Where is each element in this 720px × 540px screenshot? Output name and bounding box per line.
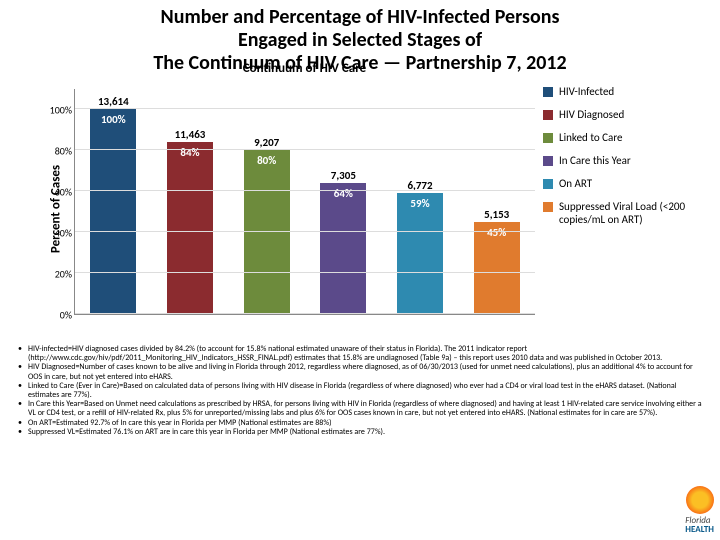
plot-area: 13,614100% 11,46384% 9,20780% 7,30564% 6,772… [74,89,535,315]
sun-icon [686,486,714,514]
bar: 13,614100% [90,109,136,314]
footnote-item: Suppressed VL=Estimated 76.1% on ART are… [18,428,702,437]
bar-slot: 11,46384% [152,89,229,314]
bar-value-label: 9,207 [254,136,279,149]
y-axis-tick: 0% [60,309,72,322]
bar-percent-label: 84% [167,142,213,159]
legend-swatch [543,87,553,97]
y-axis-tick: 80% [55,144,72,157]
gridline [75,149,535,150]
bar: 7,30564% [320,183,366,314]
bar-value-label: 7,305 [331,169,356,182]
gridline [75,231,535,232]
footnote-item: HIV Diagnosed=Number of cases known to b… [18,363,702,381]
legend-label: On ART [559,177,592,190]
y-axis-tick: 20% [55,267,72,280]
legend-item: In Care this Year [543,154,710,167]
bar-slot: 7,30564% [305,89,382,314]
gridline [75,190,535,191]
chart-container: Percent of Cases 0% 20% 40% 60% 80% 100% 13,6… [0,79,720,339]
bar-percent-label: 59% [397,193,443,210]
bar-value-label: 13,614 [98,95,129,108]
bar-slot: 9,20780% [228,89,305,314]
bar-value-label: 5,153 [484,208,509,221]
bar-slot: 5,15345% [458,89,535,314]
legend-item: On ART [543,177,710,190]
footnote-item: HIV-infected=HIV diagnosed cases divided… [18,345,702,363]
y-axis-ticks: 0% 20% 40% 60% 80% 100% [44,79,74,339]
bar-percent-label: 64% [320,183,366,200]
legend-item: HIV Diagnosed [543,108,710,121]
florida-health-logo: Florida HEALTH [685,486,714,534]
bar-percent-label: 80% [244,150,290,167]
legend-swatch [543,179,553,189]
legend-swatch [543,110,553,120]
legend-item: Linked to Care [543,131,710,144]
legend-label: Suppressed Viral Load (<200 copies/mL on… [559,200,710,226]
bar-value-label: 11,463 [175,128,206,141]
legend-swatch [543,133,553,143]
bar-slot: 6,77259% [382,89,459,314]
y-axis-label-wrap: Percent of Cases [30,79,44,339]
bar-slot: 13,614100% [75,89,152,314]
y-axis-tick: 60% [55,185,72,198]
legend-label: In Care this Year [559,154,631,167]
footnote-item: In Care this Year=Based on Unmet need ca… [18,400,702,418]
legend-item: HIV-Infected [543,85,710,98]
gridline [75,272,535,273]
legend-swatch [543,202,553,212]
bar-percent-label: 100% [90,109,136,126]
bar: 11,46384% [167,142,213,314]
legend-item: Suppressed Viral Load (<200 copies/mL on… [543,200,710,226]
plot-column: 13,614100% 11,46384% 9,20780% 7,30564% 6,772… [74,79,535,339]
chart-legend: HIV-Infected HIV Diagnosed Linked to Care I… [535,79,710,339]
legend-label: HIV Diagnosed [559,108,624,121]
logo-text-health: HEALTH [685,525,714,534]
title-line-1: Number and Percentage of HIV-Infected Pe… [40,6,680,29]
legend-label: HIV-Infected [559,85,614,98]
gridline [75,108,535,109]
bars-container: 13,614100% 11,46384% 9,20780% 7,30564% 6,772… [75,89,535,314]
bar: 6,77259% [397,193,443,314]
title-line-2: Engaged in Selected Stages of [40,29,680,52]
bar: 5,15345% [474,222,520,314]
legend-swatch [543,156,553,166]
x-axis-label: Continuum of HIV Care [74,61,535,76]
gridline [75,313,535,314]
footnote-item: Linked to Care (Ever in Care)=Based on c… [18,382,702,400]
y-axis-tick: 40% [55,226,72,239]
bar: 9,20780% [244,150,290,314]
legend-label: Linked to Care [559,131,622,144]
footnote-list: HIV-infected=HIV diagnosed cases divided… [0,339,720,437]
y-axis-tick: 100% [50,103,72,116]
